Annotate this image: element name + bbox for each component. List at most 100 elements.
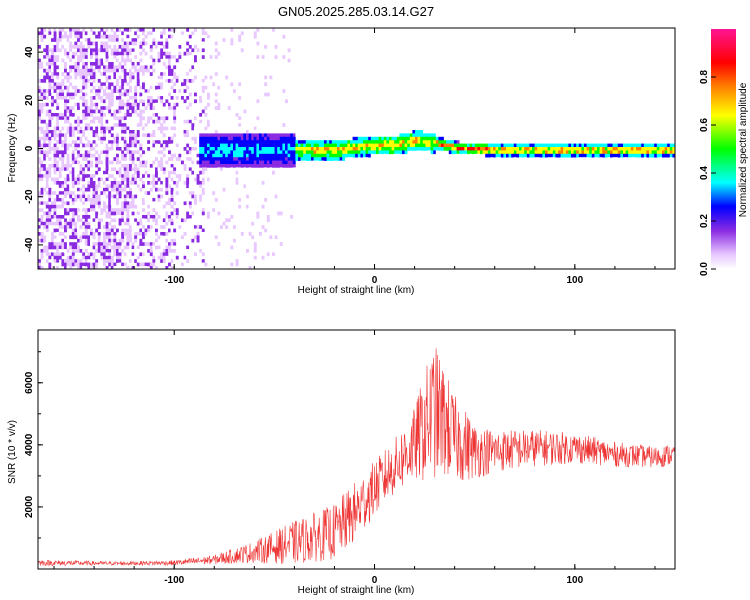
spectrogram-cell (84, 62, 88, 66)
spectrogram-cell (659, 157, 663, 161)
spectrogram-cell (576, 164, 580, 168)
spectrogram-cell (183, 28, 187, 32)
spectrogram-cell (370, 157, 374, 161)
spectrogram-cell (240, 130, 244, 134)
spectrogram-cell (66, 89, 70, 93)
spectrogram-cell (170, 187, 174, 192)
spectrogram-cell (168, 215, 171, 219)
spectrogram-cell (329, 157, 333, 161)
spectrogram-cell (58, 82, 62, 87)
spectrogram-cell (56, 191, 60, 195)
spectrogram-cell (175, 187, 179, 192)
spectrogram-cell (342, 140, 346, 144)
spectrogram-cell (482, 153, 486, 158)
spectrogram-cell (45, 106, 49, 110)
spectrogram-cell (230, 157, 234, 161)
spectrogram-cell (162, 85, 166, 90)
spectrogram-cell (456, 130, 460, 134)
spectrogram-cell (90, 143, 93, 148)
spectrogram-cell (103, 72, 106, 76)
spectrogram-cell (165, 41, 169, 46)
spectrogram-cell (272, 170, 275, 175)
spectrogram-cell (220, 143, 223, 148)
spectrogram-cell (602, 136, 606, 141)
spectrogram-cell (97, 181, 101, 185)
spectrogram-cell (248, 143, 252, 148)
spectrogram-cell (61, 133, 65, 138)
spectrogram-cell (136, 147, 140, 151)
spectrogram-cell (97, 235, 101, 240)
spectrogram-cell (464, 157, 468, 161)
spectrogram-cell (64, 106, 67, 110)
spectrogram-cell (266, 150, 270, 155)
spectrogram-cell (251, 177, 255, 182)
spectrogram-cell (305, 147, 309, 151)
spectrogram-cell (552, 160, 556, 165)
spectrogram-cell (118, 58, 122, 63)
spectrogram-cell (108, 191, 112, 195)
spectrogram-cell (97, 136, 101, 141)
spectrogram-cell (147, 174, 151, 178)
spectrogram-cell (69, 28, 73, 32)
spectrogram-cell (79, 55, 83, 59)
spectrogram-cell (113, 68, 117, 73)
spectrogram-cell (147, 96, 151, 100)
spectrogram-cell (97, 157, 101, 161)
spectrogram-cell (279, 150, 283, 155)
spectrogram-cell (56, 249, 60, 253)
spectrogram-cell (92, 252, 96, 257)
spectrogram-cell (136, 184, 140, 189)
spectrogram-cell (230, 164, 234, 168)
spectrogram-cell (108, 82, 112, 87)
spectrogram-cell (56, 255, 60, 260)
spectrogram-cell (253, 65, 257, 70)
spectrogram-cell (209, 119, 213, 124)
spectrogram-cell (43, 48, 47, 53)
spectrogram-cell (61, 204, 65, 209)
spectrogram-cell (162, 116, 166, 121)
spectrogram-cell (212, 191, 216, 195)
spectrogram-cell (194, 147, 197, 151)
spectrogram-cell (162, 157, 166, 161)
spectrogram-cell (64, 34, 67, 39)
spectrogram-cell (433, 150, 437, 155)
spectrogram-cell (482, 133, 486, 138)
spectrogram-cell (126, 218, 130, 223)
spectrogram-cell (56, 221, 60, 226)
spectrogram-cell (131, 31, 135, 36)
spectrogram-cell (477, 130, 481, 134)
spectrogram-cell (51, 58, 54, 63)
spectrogram-cell (178, 245, 182, 250)
spectrogram-cell (51, 99, 54, 104)
spectrogram-cell (139, 232, 143, 236)
spectrogram-cell (672, 140, 675, 144)
spectrogram-cell (162, 242, 166, 246)
spectrogram-cell (84, 208, 88, 212)
spectrogram-cell (129, 204, 132, 209)
spectrogram-cell (139, 109, 143, 114)
spectrogram-cell (64, 147, 67, 151)
spectrogram-cell (649, 143, 652, 148)
spectrogram-cell (147, 147, 151, 151)
spectrogram-cell (100, 238, 104, 243)
spectrogram-cell (324, 130, 327, 134)
spectrogram-cell (636, 143, 639, 148)
spectrogram-cell (103, 133, 106, 138)
spectrogram-cell (402, 160, 405, 165)
spectrogram-cell (45, 167, 49, 172)
spectrogram-cell (108, 208, 112, 212)
spectrogram-cell (407, 123, 411, 127)
spectrogram-cell (43, 58, 47, 63)
spectrogram-cell (134, 41, 138, 46)
spectrogram-cell (467, 130, 470, 134)
spectrogram-cell (134, 31, 138, 36)
spectrogram-cell (64, 102, 67, 107)
spectrogram-cell (230, 143, 234, 148)
spectrogram-cell (105, 255, 109, 260)
spectrogram-cell (170, 242, 174, 246)
spectrogram-cell (591, 153, 595, 158)
spectrogram-cell (121, 130, 125, 134)
spectrogram-cell (155, 262, 158, 267)
spectrogram-cell (66, 164, 70, 168)
spectrogram-cell (152, 194, 156, 199)
